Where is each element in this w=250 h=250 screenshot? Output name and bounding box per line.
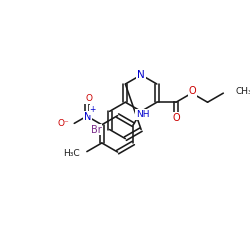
Text: O: O [172, 113, 180, 123]
Text: H₃C: H₃C [63, 149, 80, 158]
Text: CH₃: CH₃ [235, 87, 250, 96]
Text: N: N [137, 70, 145, 80]
Text: NH: NH [136, 110, 149, 119]
Text: O⁻: O⁻ [57, 119, 69, 128]
Text: Br: Br [91, 124, 102, 134]
Text: +: + [89, 105, 96, 114]
Text: O: O [85, 94, 92, 103]
Text: O: O [189, 86, 196, 96]
Text: N: N [84, 112, 92, 122]
